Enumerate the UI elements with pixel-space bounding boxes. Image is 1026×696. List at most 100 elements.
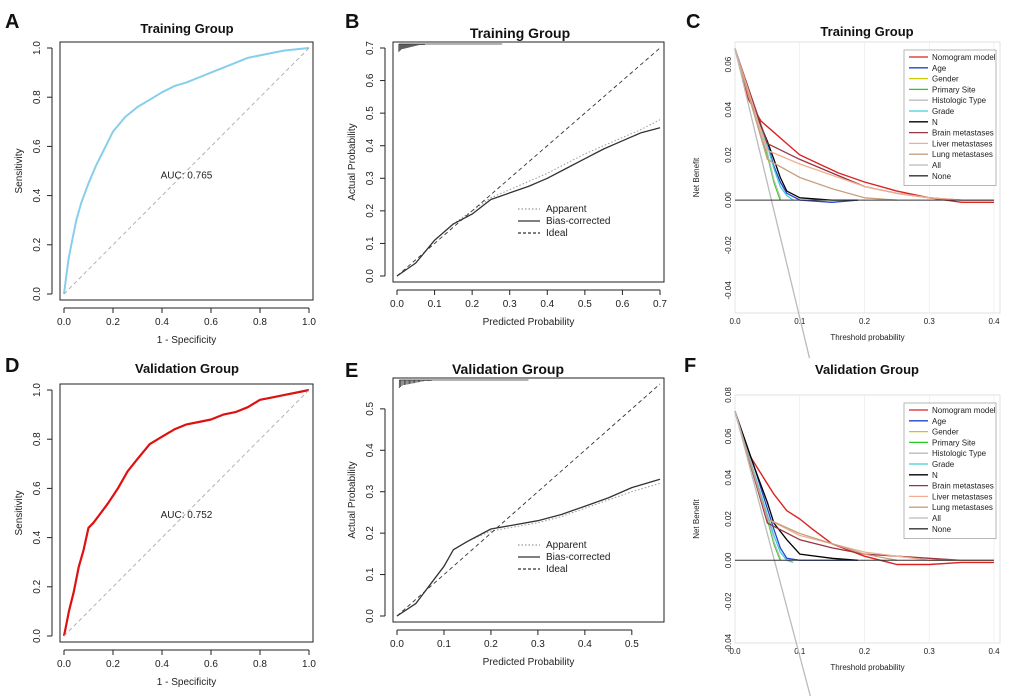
panel-b: B Training Group 0.0 0.1 0.2 0.3 0.4 0.5 0.6 0.7 P… <box>345 11 667 328</box>
x-tick-label: 0.6 <box>204 317 218 328</box>
y-axis-label: Actual Probability <box>347 461 358 538</box>
y-tick-label: -0.02 <box>724 236 733 255</box>
legend-entry: N <box>932 118 938 127</box>
legend-entry: None <box>932 172 952 181</box>
y-tick-label: 0.4 <box>365 138 376 152</box>
series-line-apparent <box>396 482 661 617</box>
x-axis-label: Threshold probability <box>830 663 904 672</box>
chart-title: Validation Group <box>815 362 919 377</box>
y-axis-label: Actual Probability <box>347 123 358 200</box>
x-tick-label: 0.1 <box>428 299 442 310</box>
x-tick-label: 0.4 <box>988 647 1000 656</box>
y-tick-label: -0.04 <box>724 281 733 300</box>
x-tick-label: 0.2 <box>106 317 120 328</box>
x-tick-label: 0.2 <box>106 659 120 670</box>
y-tick-label: 0.2 <box>365 203 376 217</box>
y-tick-label: 0.5 <box>365 106 376 120</box>
legend-entry: Nomogram model <box>932 406 996 415</box>
panel-letter: D <box>5 355 19 377</box>
y-tick-label: 0.2 <box>365 526 376 540</box>
y-tick-label: 0.3 <box>365 484 376 498</box>
legend-entry: All <box>932 161 941 170</box>
legend-entry: Apparent <box>546 204 587 215</box>
series-line-roc <box>62 388 310 637</box>
y-tick-label: 0.6 <box>365 73 376 87</box>
x-tick-label: 0.1 <box>437 639 451 650</box>
chart-title: Training Group <box>140 21 233 36</box>
x-tick-label: 0.0 <box>57 659 71 670</box>
y-axis-label: Sensitivity <box>14 148 25 193</box>
series-line-lung-metastases <box>734 48 897 201</box>
legend-entry: Gender <box>932 428 959 437</box>
chart-title: Validation Group <box>452 361 564 377</box>
y-tick-label: 0.0 <box>365 269 376 283</box>
y-tick-label: 0.3 <box>365 171 376 185</box>
y-tick-label: 0.02 <box>724 511 733 527</box>
legend-entry: N <box>932 471 938 480</box>
x-tick-label: 0.0 <box>729 647 741 656</box>
x-axis-label: Threshold probability <box>830 333 904 342</box>
x-axis-label: 1 - Specificity <box>157 677 216 688</box>
series-line-bias-corrected <box>396 127 661 277</box>
series-line-ideal <box>396 47 661 277</box>
x-tick-label: 0.0 <box>390 299 404 310</box>
panel-letter: B <box>345 11 359 33</box>
x-tick-label: 0.1 <box>794 647 806 656</box>
y-tick-label: 0.00 <box>724 192 733 208</box>
y-tick-label: 0.02 <box>724 147 733 163</box>
y-tick-label: 0.7 <box>365 41 376 55</box>
legend-entry: Gender <box>932 75 959 84</box>
panel-a: A Training Group 0.0 0.2 0.4 0.6 0.8 1.0 1 - Spe… <box>5 11 316 346</box>
chart-title: Validation Group <box>135 361 239 376</box>
legend-entry: Lung metastases <box>932 503 993 512</box>
x-tick-label: 0.2 <box>859 317 871 326</box>
legend-entry: Ideal <box>546 228 568 239</box>
y-tick-label: 0.1 <box>365 567 376 581</box>
y-axis-label: Net Benefit <box>692 498 701 538</box>
y-tick-label: 0.4 <box>365 443 376 457</box>
y-tick-label: -0.02 <box>724 592 733 611</box>
x-tick-label: 0.5 <box>578 299 592 310</box>
x-tick-label: 0.0 <box>729 317 741 326</box>
x-tick-label: 1.0 <box>302 659 316 670</box>
x-tick-label: 0.2 <box>484 639 498 650</box>
legend-entry: Age <box>932 64 947 73</box>
y-tick-label: 0.06 <box>724 56 733 72</box>
x-tick-label: 0.4 <box>540 299 554 310</box>
y-tick-label: 0.00 <box>724 552 733 568</box>
series-line-ideal <box>396 383 661 617</box>
x-tick-label: 0.4 <box>155 659 169 670</box>
x-tick-label: 0.8 <box>253 659 267 670</box>
series-line-all <box>734 48 811 359</box>
legend-entry: All <box>932 514 941 523</box>
series-line-bias-corrected <box>396 478 661 617</box>
y-tick-label: 0.04 <box>724 101 733 117</box>
series-line-grade <box>734 411 794 564</box>
x-axis-label: Predicted Probability <box>483 657 575 668</box>
series-line-liver-metastases <box>734 48 994 201</box>
x-tick-label: 0.3 <box>531 639 545 650</box>
chart-title: Training Group <box>820 24 913 39</box>
y-axis-label: Sensitivity <box>14 490 25 535</box>
series-line-roc <box>63 47 310 295</box>
plot-frame <box>392 377 665 623</box>
panel-letter: F <box>684 355 696 377</box>
legend-box <box>903 49 997 186</box>
legend-entry: Liver metastases <box>932 139 992 148</box>
y-tick-label: 0.06 <box>724 428 733 444</box>
x-tick-label: 0.6 <box>615 299 629 310</box>
y-tick-label: 0.04 <box>724 469 733 485</box>
panel-f: F Validation Group 0.0 0.1 0.2 0.3 0.4 Threshol… <box>684 355 1001 696</box>
x-tick-label: 0.0 <box>57 317 71 328</box>
plot-frame <box>59 383 314 643</box>
series-line-reference <box>63 389 310 637</box>
x-axis-label: Predicted Probability <box>483 317 575 328</box>
x-tick-label: 0.7 <box>653 299 667 310</box>
legend-entry: Histologic Type <box>932 449 987 458</box>
legend-entry: Brain metastases <box>932 129 994 138</box>
panel-letter: C <box>686 11 700 33</box>
legend-entry: Primary Site <box>932 438 976 447</box>
y-tick-label: 0.08 <box>724 387 733 403</box>
panel-d: D Validation Group 0.0 0.2 0.4 0.6 0.8 1.0 1 - S… <box>5 355 316 688</box>
